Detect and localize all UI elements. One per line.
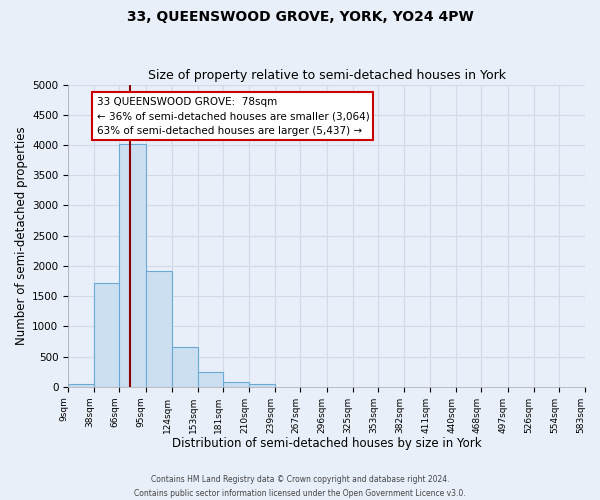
Text: 33, QUEENSWOOD GROVE, YORK, YO24 4PW: 33, QUEENSWOOD GROVE, YORK, YO24 4PW <box>127 10 473 24</box>
Bar <box>146 270 172 386</box>
Text: Contains HM Land Registry data © Crown copyright and database right 2024.
Contai: Contains HM Land Registry data © Crown c… <box>134 476 466 498</box>
Bar <box>68 384 94 386</box>
Bar <box>198 372 223 386</box>
Text: 33 QUEENSWOOD GROVE:  78sqm
← 36% of semi-detached houses are smaller (3,064)
63: 33 QUEENSWOOD GROVE: 78sqm ← 36% of semi… <box>97 96 370 136</box>
Bar <box>94 283 119 387</box>
Bar <box>119 144 146 386</box>
Bar <box>223 382 249 386</box>
Y-axis label: Number of semi-detached properties: Number of semi-detached properties <box>15 126 28 345</box>
Bar <box>249 384 275 386</box>
Bar <box>172 348 198 387</box>
X-axis label: Distribution of semi-detached houses by size in York: Distribution of semi-detached houses by … <box>172 437 481 450</box>
Title: Size of property relative to semi-detached houses in York: Size of property relative to semi-detach… <box>148 69 506 82</box>
